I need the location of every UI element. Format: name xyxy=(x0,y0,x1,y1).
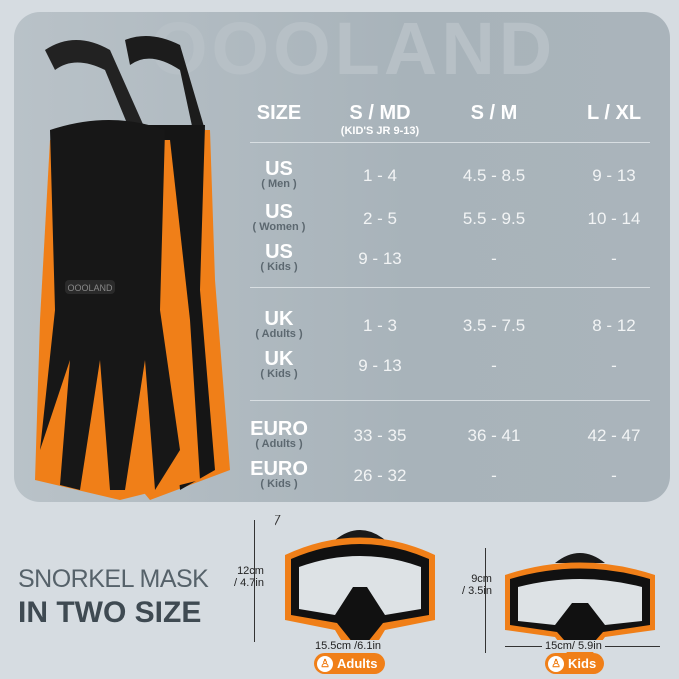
row-label: EURO( Kids ) xyxy=(250,458,308,491)
group-label: ( Kids ) xyxy=(260,368,298,380)
table-cell: 5.5 - 9.5 xyxy=(463,209,525,229)
column-header: S / MD (KID'S JR 9-13) xyxy=(341,102,419,137)
table-cell: 8 - 12 xyxy=(592,316,635,336)
region-label: US xyxy=(265,201,293,223)
kid-height-line xyxy=(485,548,486,653)
table-cell: 36 - 41 xyxy=(468,426,521,446)
adult-height-label: 12cm/ 4.7in xyxy=(234,565,264,589)
table-cell: - xyxy=(611,249,617,269)
table-cell: 42 - 47 xyxy=(588,426,641,446)
kid-height-in: / 3.5in xyxy=(462,585,492,597)
size-value: 36 - 41 xyxy=(467,426,521,445)
group-label: ( Kids ) xyxy=(260,478,298,490)
header-label: L / XL xyxy=(586,102,642,124)
table-cell: 9 - 13 xyxy=(592,166,635,186)
row-label: US( Women ) xyxy=(252,201,306,234)
adult-height-cm: 12cm xyxy=(237,565,264,577)
table-cell: 3.5 - 7.5 xyxy=(463,316,525,336)
group-label: ( Men ) xyxy=(261,178,297,190)
size-value: 26 - 32 xyxy=(353,466,407,485)
size-value: 1 - 4 xyxy=(362,166,398,185)
size-value: 1 - 3 xyxy=(362,316,398,335)
row-label: US( Men ) xyxy=(261,158,297,191)
size-value: 3.5 - 7.5 xyxy=(462,316,526,335)
table-cell: 33 - 35 xyxy=(354,426,407,446)
adult-height-line xyxy=(254,520,255,642)
size-value: - xyxy=(611,249,617,268)
size-value: - xyxy=(491,466,497,485)
fins-image: OOOLAND xyxy=(35,36,230,500)
size-value: 9 - 13 xyxy=(358,249,402,268)
mask-title-line2: IN TWO SIZE xyxy=(18,596,202,629)
row-label: UK( Kids ) xyxy=(260,348,298,381)
kid-mask-image xyxy=(505,553,655,655)
row-label: UK( Adults ) xyxy=(255,308,303,341)
fin-logo: OOOLAND xyxy=(67,283,113,293)
table-cell: - xyxy=(611,356,617,376)
region-label: US xyxy=(265,158,293,180)
divider xyxy=(250,142,650,143)
fin-front: OOOLAND xyxy=(35,40,200,500)
size-value: 2 - 5 xyxy=(362,209,398,228)
column-header: SIZE xyxy=(257,102,301,125)
size-value: - xyxy=(611,356,617,375)
adults-badge: ♙ Adults xyxy=(314,653,386,674)
table-cell: 9 - 13 xyxy=(358,249,401,269)
table-cell: 4.5 - 8.5 xyxy=(463,166,525,186)
size-value: - xyxy=(491,249,497,268)
kid-height-label: 9cm/ 3.5in xyxy=(462,573,492,597)
adult-person-icon: ♙ xyxy=(317,655,333,672)
adult-mask-image xyxy=(275,515,435,645)
kid-height-cm: 9cm xyxy=(471,573,492,585)
table-cell: - xyxy=(611,466,617,486)
size-value: 10 - 14 xyxy=(587,209,641,228)
table-cell: 1 - 3 xyxy=(363,316,397,336)
size-value: 9 - 13 xyxy=(592,166,636,185)
group-label: ( Women ) xyxy=(252,221,306,233)
row-label: US( Kids ) xyxy=(260,241,298,274)
region-label: EURO xyxy=(250,458,308,480)
kids-badge: ♙ Kids xyxy=(545,653,605,674)
table-cell: - xyxy=(491,466,497,486)
adults-badge-label: Adults xyxy=(337,656,378,671)
size-value: - xyxy=(611,466,617,485)
column-header: S / M xyxy=(471,102,518,125)
size-value: - xyxy=(491,356,497,375)
table-cell: 10 - 14 xyxy=(588,209,641,229)
kid-person-icon: ♙ xyxy=(548,655,564,672)
header-sub: (KID'S JR 9-13) xyxy=(340,125,420,137)
group-label: ( Adults ) xyxy=(255,328,303,340)
divider xyxy=(250,287,650,288)
header-label: S / MD xyxy=(349,102,411,124)
group-label: ( Adults ) xyxy=(255,438,303,450)
size-value: 33 - 35 xyxy=(353,426,407,445)
table-cell: - xyxy=(491,249,497,269)
size-value: 5.5 - 9.5 xyxy=(462,209,526,228)
size-value: 8 - 12 xyxy=(592,316,636,335)
brand-watermark: OOOLAND xyxy=(150,7,557,90)
row-label: EURO( Adults ) xyxy=(250,418,308,451)
column-header: L / XL xyxy=(587,102,641,125)
region-label: UK xyxy=(264,348,294,370)
size-value: 42 - 47 xyxy=(587,426,641,445)
header-label: S / M xyxy=(470,102,518,124)
table-cell: - xyxy=(491,356,497,376)
kid-width-label: 15cm/ 5.9in xyxy=(542,640,605,652)
region-label: US xyxy=(265,241,293,263)
region-label: UK xyxy=(264,308,294,330)
group-label: ( Kids ) xyxy=(260,261,298,273)
table-cell: 9 - 13 xyxy=(358,356,401,376)
divider xyxy=(250,400,650,401)
table-cell: 1 - 4 xyxy=(363,166,397,186)
region-label: EURO xyxy=(250,418,308,440)
kids-badge-label: Kids xyxy=(568,656,597,671)
size-value: 9 - 13 xyxy=(358,356,402,375)
adult-height-in: / 4.7in xyxy=(234,577,264,589)
table-cell: 2 - 5 xyxy=(363,209,397,229)
size-value: 4.5 - 8.5 xyxy=(462,166,526,185)
adult-width-label: 15.5cm /6.1in xyxy=(312,640,385,652)
header-label: SIZE xyxy=(256,102,302,124)
table-cell: 26 - 32 xyxy=(354,466,407,486)
mask-title-line1: SNORKEL MASK xyxy=(18,565,209,593)
